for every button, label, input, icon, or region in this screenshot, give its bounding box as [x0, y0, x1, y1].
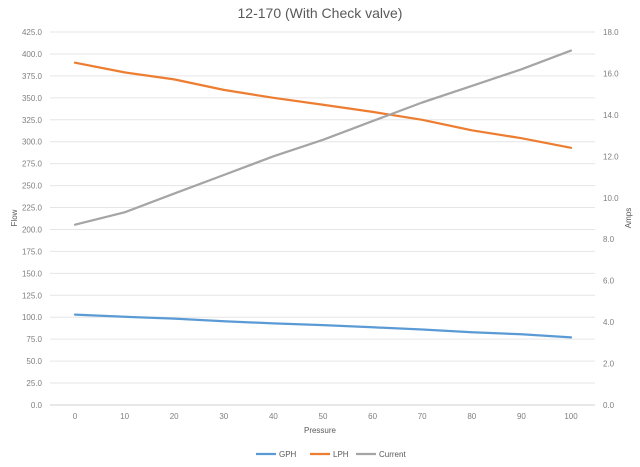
- x-axis-ticks: 0 10 20 30 40 50 60 70 80 90 100: [73, 412, 578, 421]
- y-tick-label: 50.0: [26, 357, 42, 366]
- y-tick-label: 325.0: [22, 116, 43, 125]
- y-tick-label: 375.0: [22, 72, 43, 81]
- y-tick-label: 350.0: [22, 94, 43, 103]
- y2-tick-label: 12.0: [603, 152, 619, 161]
- y2-tick-label: 0.0: [603, 401, 615, 410]
- x-tick-label: 40: [269, 412, 278, 421]
- left-axis-ticks: 0.0 25.0 50.0 75.0 100.0 125.0 150.0 175.0 200.0…: [22, 28, 43, 410]
- series-line-current: [73, 49, 573, 226]
- series-line-gph: [73, 313, 573, 339]
- y-axis-label: Flow: [10, 209, 19, 226]
- y-tick-label: 175.0: [22, 247, 43, 256]
- y2-tick-label: 8.0: [603, 235, 615, 244]
- x-tick-label: 10: [120, 412, 129, 421]
- x-tick-label: 50: [319, 412, 328, 421]
- x-tick-label: 80: [467, 412, 476, 421]
- y2-tick-label: 14.0: [603, 111, 619, 120]
- y2-tick-label: 18.0: [603, 28, 619, 37]
- x-tick-label: 70: [418, 412, 427, 421]
- y2-axis-label: Amps: [624, 208, 633, 228]
- right-axis-ticks: 0.0 2.0 4.0 6.0 8.0 10.0 12.0 14.0 16.0 18.0: [603, 28, 619, 410]
- x-tick-label: 20: [170, 412, 179, 421]
- x-tick-label: 100: [564, 412, 578, 421]
- series-lines: [73, 49, 573, 339]
- y-tick-label: 300.0: [22, 138, 43, 147]
- gridlines: [50, 31, 595, 406]
- y-tick-label: 425.0: [22, 28, 43, 37]
- y-tick-label: 400.0: [22, 50, 43, 59]
- x-axis-label: Pressure: [304, 426, 337, 435]
- y2-tick-label: 16.0: [603, 69, 619, 78]
- y-tick-label: 250.0: [22, 182, 43, 191]
- legend-label-gph: GPH: [279, 450, 297, 459]
- y2-tick-label: 4.0: [603, 318, 615, 327]
- x-tick-label: 30: [219, 412, 228, 421]
- y2-tick-label: 6.0: [603, 277, 615, 286]
- y-tick-label: 150.0: [22, 269, 43, 278]
- y2-tick-label: 2.0: [603, 360, 615, 369]
- y-tick-label: 25.0: [26, 379, 42, 388]
- x-tick-label: 90: [517, 412, 526, 421]
- y-tick-label: 275.0: [22, 160, 43, 169]
- legend: GPH LPH Current: [256, 450, 406, 459]
- y-tick-label: 125.0: [22, 291, 43, 300]
- chart-title: 12-170 (With Check valve): [238, 5, 403, 21]
- series-line-lph: [73, 61, 573, 149]
- x-tick-label: 60: [368, 412, 377, 421]
- legend-label-current: Current: [379, 450, 406, 459]
- y-tick-label: 100.0: [22, 313, 43, 322]
- y-tick-label: 0.0: [31, 401, 43, 410]
- y-tick-label: 225.0: [22, 204, 43, 213]
- y2-tick-label: 10.0: [603, 194, 619, 203]
- y-tick-label: 75.0: [26, 335, 42, 344]
- x-tick-label: 0: [73, 412, 78, 421]
- y-tick-label: 200.0: [22, 225, 43, 234]
- legend-label-lph: LPH: [333, 450, 349, 459]
